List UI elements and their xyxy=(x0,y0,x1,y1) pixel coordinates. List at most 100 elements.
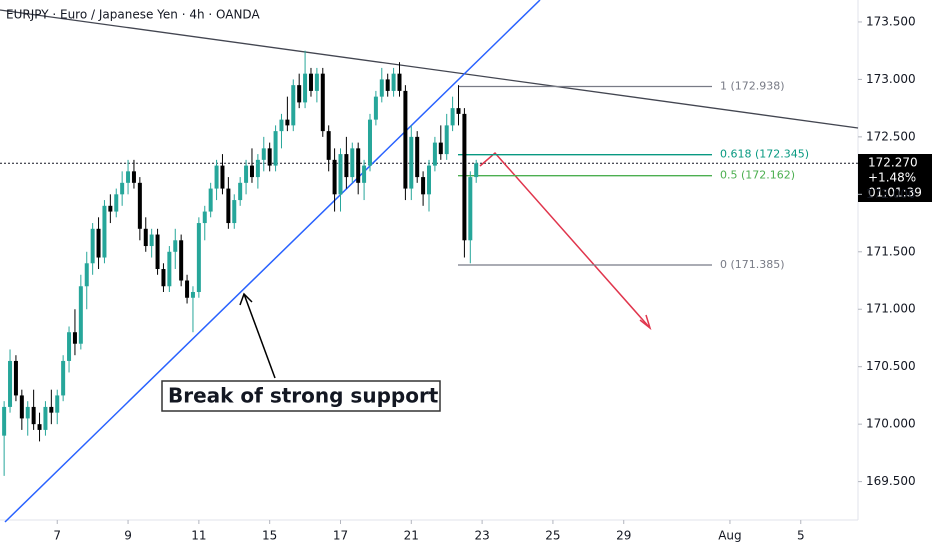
candle-body xyxy=(456,108,461,114)
candle-body xyxy=(391,73,396,91)
candle-body xyxy=(131,171,136,183)
fib-label: 0.618 (172.345) xyxy=(720,148,809,161)
candle-body xyxy=(61,360,66,396)
x-tick-label: Aug xyxy=(718,529,741,543)
candle-body xyxy=(468,177,473,241)
candle-body xyxy=(308,73,313,91)
candle-body xyxy=(297,85,302,103)
annotation-box xyxy=(161,380,441,412)
x-tick-label: 29 xyxy=(616,529,631,543)
x-tick-label: 25 xyxy=(545,529,560,543)
candle-body xyxy=(78,286,83,344)
y-tick-label: 170.500 xyxy=(866,359,916,373)
candle-body xyxy=(137,182,142,229)
candle-body xyxy=(427,165,431,195)
candle-body xyxy=(161,269,166,287)
candle-body xyxy=(196,223,201,293)
candle-body xyxy=(149,234,154,247)
countdown-label: 01:01:39 xyxy=(868,186,922,200)
candle-body xyxy=(450,108,455,126)
y-tick-label: 172.000 xyxy=(866,187,916,201)
candle-body xyxy=(462,113,467,241)
candle-body xyxy=(155,234,160,270)
candle-body xyxy=(367,119,372,166)
x-tick-label: 17 xyxy=(333,529,348,543)
x-tick-label: 23 xyxy=(474,529,489,543)
candle-body xyxy=(255,159,260,178)
x-tick-label: 7 xyxy=(53,529,61,543)
candle-body xyxy=(338,154,343,195)
candle-body xyxy=(19,395,24,419)
y-tick-label: 172.500 xyxy=(866,129,916,143)
y-tick-label: 169.500 xyxy=(866,474,916,488)
candle-body xyxy=(350,148,355,178)
x-tick-label: 15 xyxy=(262,529,277,543)
candle-body xyxy=(226,188,231,224)
candle-body xyxy=(432,142,437,166)
candle-body xyxy=(362,165,367,183)
candle-body xyxy=(356,148,361,183)
candle-body xyxy=(379,79,384,97)
candle-body xyxy=(126,171,131,183)
candle-body xyxy=(84,263,89,287)
candle-body xyxy=(143,228,148,247)
annotation-text: Break of strong support xyxy=(168,384,439,408)
candle-body xyxy=(167,251,172,287)
candle-body xyxy=(261,148,266,160)
candle-body xyxy=(67,332,72,361)
candle-body xyxy=(13,360,18,396)
y-tick-label: 173.000 xyxy=(866,72,916,86)
candle-body xyxy=(291,85,296,126)
candle-body xyxy=(438,142,443,155)
candle-body xyxy=(96,228,101,258)
support-trendline xyxy=(4,0,541,523)
y-tick-label: 171.500 xyxy=(866,244,916,258)
candle-body xyxy=(409,136,414,189)
candle-body xyxy=(190,292,195,298)
candle-body xyxy=(397,73,402,91)
x-tick-label: 5 xyxy=(797,529,805,543)
candle-body xyxy=(120,182,125,195)
candle-body xyxy=(72,332,77,344)
candle-body xyxy=(285,119,290,126)
candle-body xyxy=(303,73,308,103)
candle-body xyxy=(344,154,349,178)
candle-body xyxy=(403,90,408,189)
candle-body xyxy=(214,165,219,189)
x-tick-label: 21 xyxy=(404,529,419,543)
resistance-trendline xyxy=(0,9,859,129)
candle-body xyxy=(314,73,319,91)
candle-body xyxy=(238,182,243,201)
last-price-label: 172.270 xyxy=(868,156,918,170)
x-tick-label: 11 xyxy=(191,529,206,543)
candle-body xyxy=(279,119,284,132)
candle-body xyxy=(179,240,184,281)
candle-body xyxy=(273,131,278,166)
candle-body xyxy=(8,360,13,407)
candle-body xyxy=(2,406,7,436)
candle-body xyxy=(474,163,479,178)
candle-body xyxy=(202,211,207,224)
candle-body xyxy=(220,165,225,189)
fib-label: 0 (171.385) xyxy=(720,258,785,271)
projection-arrowhead xyxy=(639,314,652,331)
candle-body xyxy=(332,159,337,195)
candle-body xyxy=(415,136,420,178)
annotation-arrowhead xyxy=(239,292,253,306)
candle-body xyxy=(114,194,119,212)
annotation-arrow xyxy=(243,293,276,379)
y-tick-label: 170.000 xyxy=(866,417,916,431)
fib-label: 0.5 (172.162) xyxy=(720,169,795,182)
candle-body xyxy=(385,79,390,91)
x-tick-label: 9 xyxy=(124,529,132,543)
candle-body xyxy=(208,188,213,212)
candle-body xyxy=(320,73,325,132)
candle-body xyxy=(185,280,190,298)
candle-body xyxy=(173,240,178,252)
candle-body xyxy=(373,96,378,120)
candle-body xyxy=(326,131,331,160)
candle-body xyxy=(108,205,113,212)
candle-body xyxy=(43,406,48,430)
candle-body xyxy=(102,205,107,258)
